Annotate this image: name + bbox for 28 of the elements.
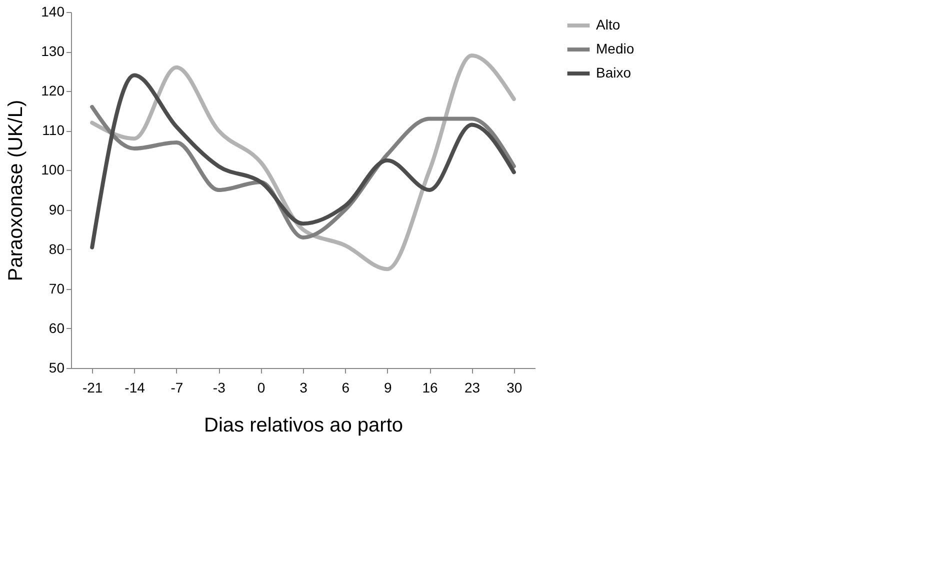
y-tick-label: 90 — [48, 201, 65, 218]
x-axis-title: Dias relativos ao parto — [204, 414, 403, 436]
legend-label: Alto — [596, 16, 620, 32]
line-series — [90, 73, 516, 250]
x-tick-label: 9 — [384, 380, 392, 396]
x-tick-label: 30 — [506, 380, 522, 396]
y-tick-label: 120 — [41, 82, 65, 99]
y-tick-label: 130 — [41, 43, 65, 60]
x-tick-label: -14 — [124, 380, 146, 396]
x-tick-label: 0 — [257, 380, 266, 396]
x-tick-label: -21 — [82, 380, 103, 396]
legend-label: Baixo — [596, 64, 632, 80]
y-axis-title: Paraoxonase (UK/L) — [5, 100, 28, 282]
line-series — [90, 54, 516, 272]
x-tick-label: -3 — [212, 380, 226, 396]
y-tick-label: 110 — [42, 122, 65, 138]
y-tick-label: 60 — [48, 320, 65, 336]
x-tick-label: 6 — [342, 380, 350, 396]
x-tick-label: 16 — [422, 380, 438, 396]
x-tick-label: -7 — [170, 380, 184, 396]
y-tick-label: 140 — [41, 4, 65, 20]
y-tick-label: 100 — [41, 162, 65, 178]
y-tick-label: 50 — [48, 360, 65, 376]
x-tick-label: 3 — [300, 380, 308, 396]
x-tick-label: 23 — [464, 380, 480, 396]
legend-label: Medio — [596, 40, 634, 56]
y-tick-label: 80 — [48, 240, 65, 257]
y-tick-label: 70 — [48, 280, 65, 296]
